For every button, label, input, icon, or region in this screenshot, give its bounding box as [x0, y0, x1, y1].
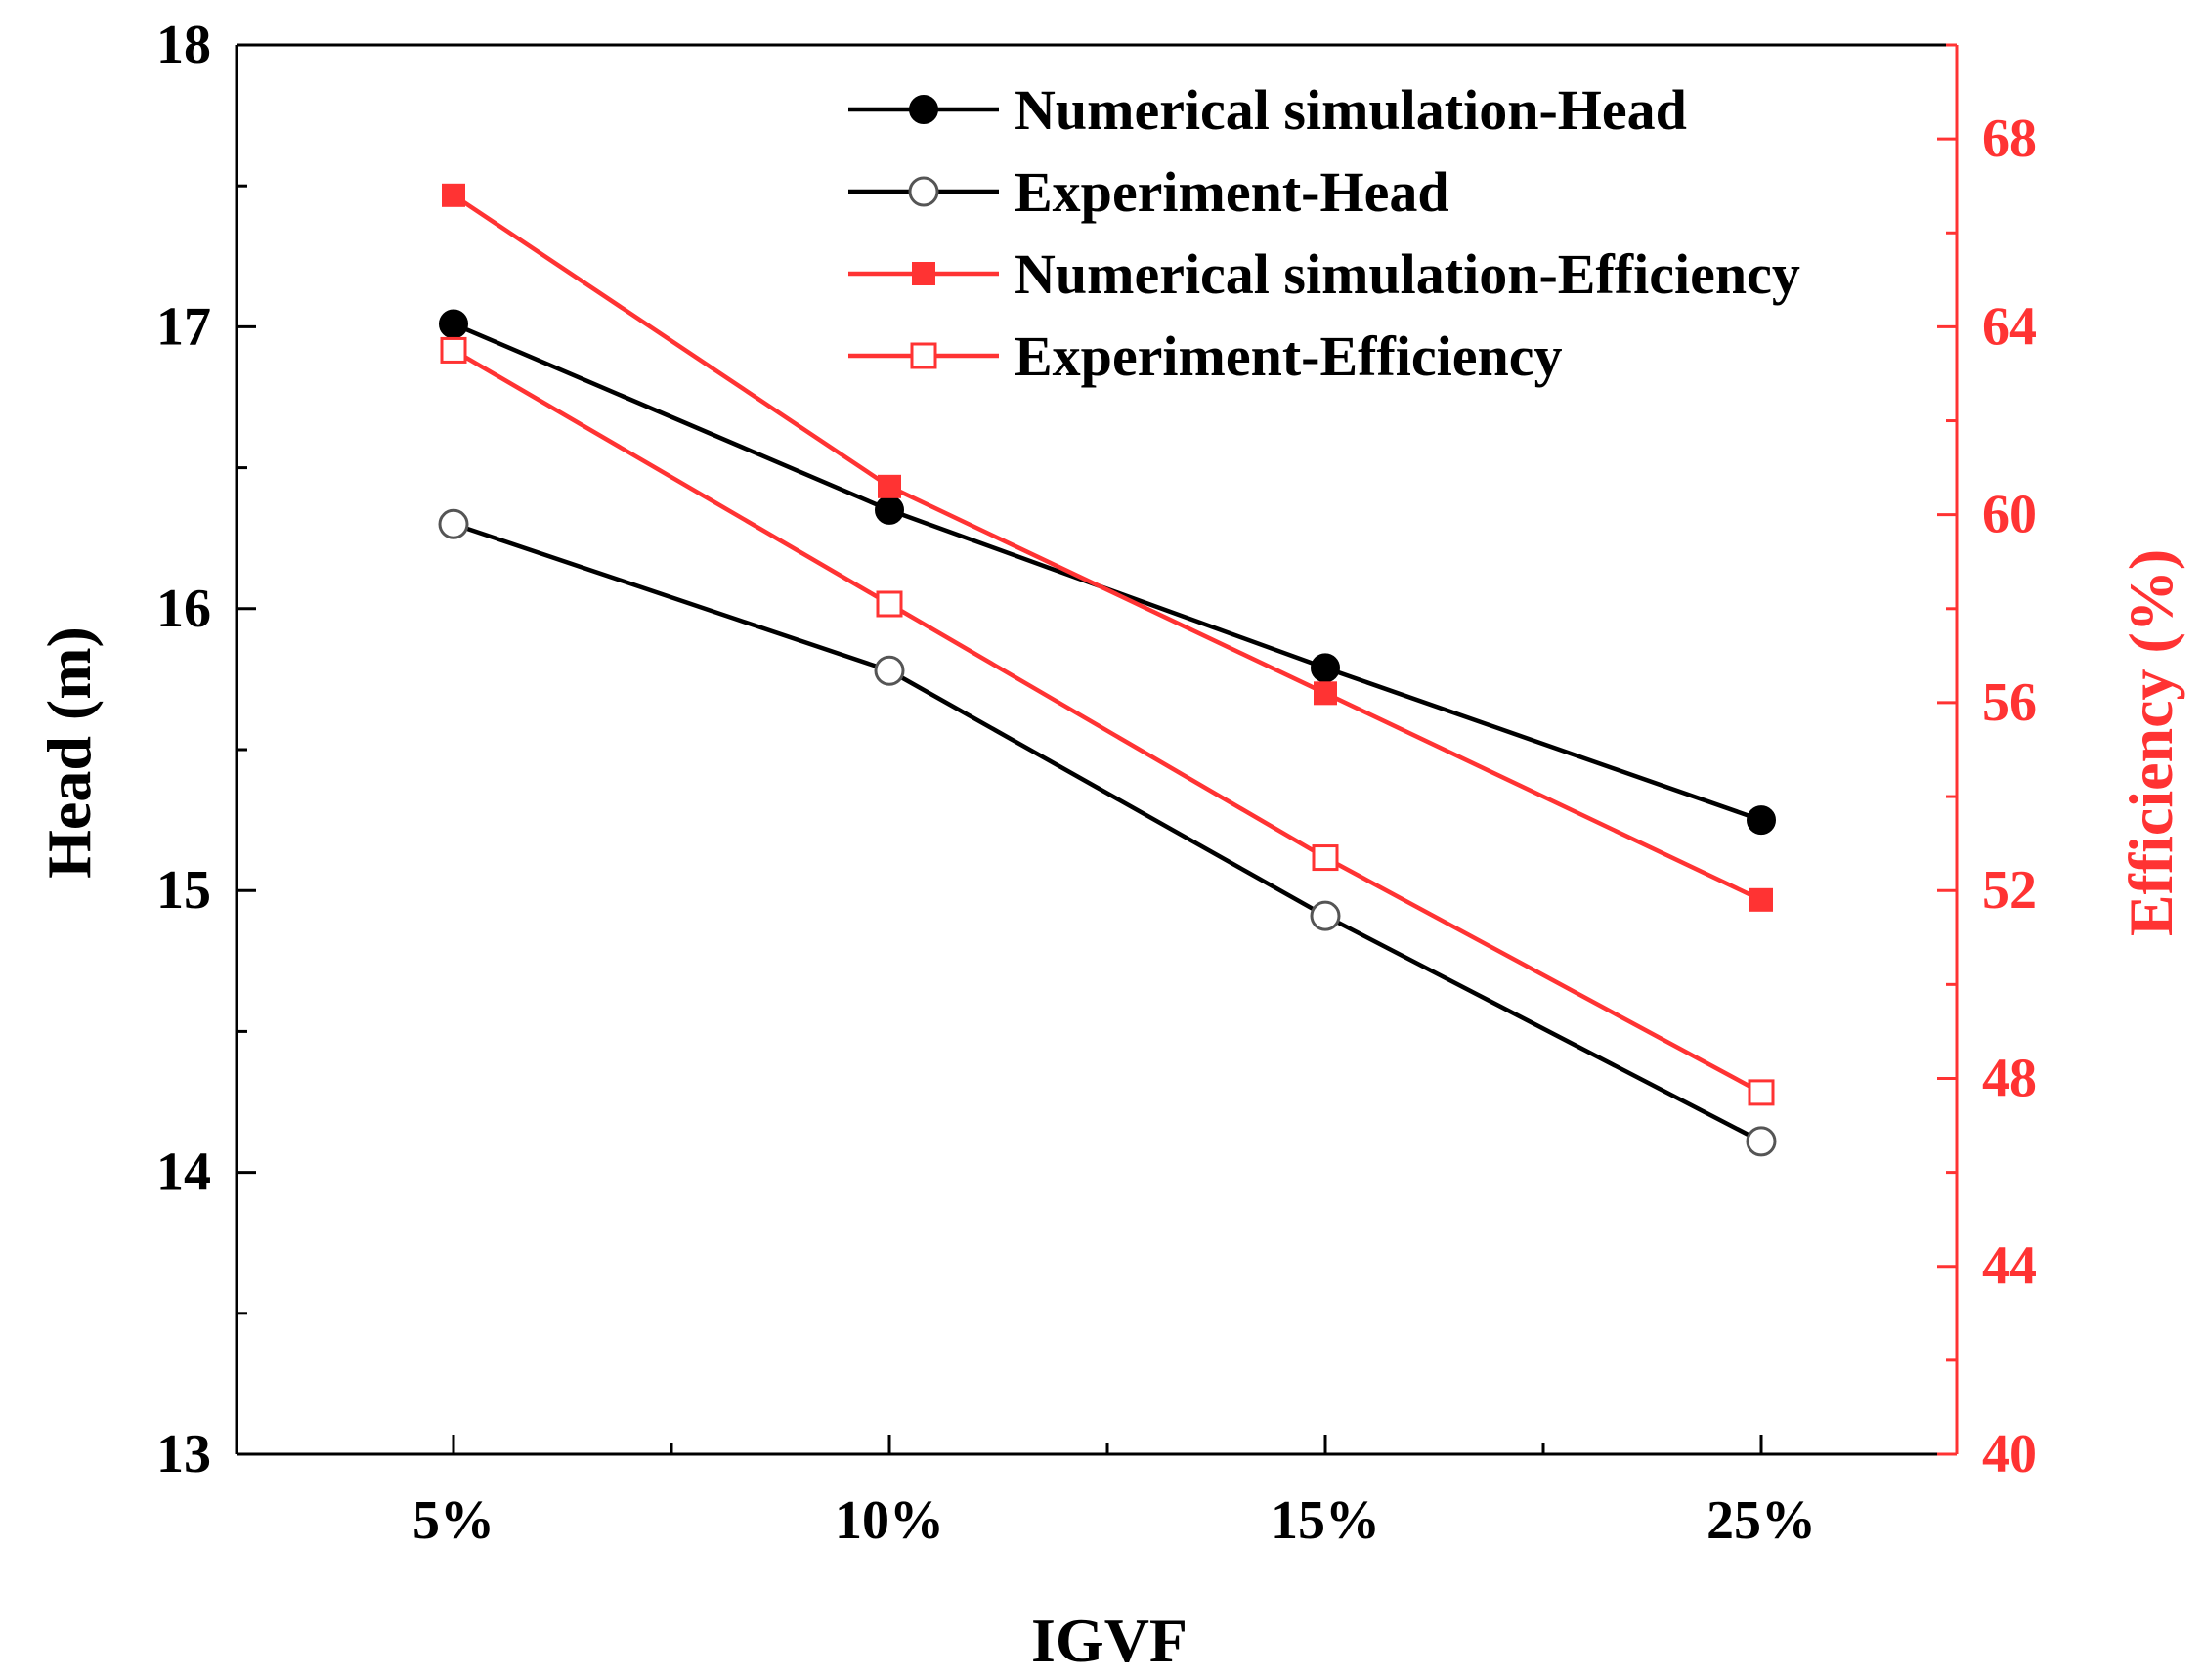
data-point — [442, 183, 465, 207]
series-line — [452, 193, 1762, 902]
x-tick-label: 15% — [1271, 1490, 1380, 1551]
legend: Numerical simulation-Head Experiment-Head… — [848, 78, 1800, 388]
right-axis-ticks: 40 44 48 52 56 60 64 68 — [1937, 43, 2037, 1485]
legend-label: Numerical simulation-Head — [1015, 78, 1687, 142]
x-tick-label: 5% — [412, 1490, 495, 1551]
legend-label: Experiment-Head — [1015, 160, 1449, 224]
legend-marker — [909, 95, 938, 124]
series-line — [453, 322, 1762, 823]
legend-entry: Numerical simulation-Efficiency — [848, 242, 1800, 306]
right-tick-label: 68 — [1982, 108, 2037, 169]
right-tick-label: 64 — [1982, 296, 2037, 357]
data-point — [1749, 887, 1773, 912]
series-1 — [438, 508, 1777, 1157]
series-3 — [440, 336, 1775, 1106]
legend-label: Numerical simulation-Efficiency — [1015, 242, 1800, 306]
data-point — [876, 590, 903, 618]
legend-entry: Experiment-Head — [848, 160, 1449, 224]
x-tick-label: 25% — [1706, 1490, 1816, 1551]
data-point — [1312, 844, 1339, 872]
legend-entry: Numerical simulation-Head — [848, 78, 1687, 142]
y2-axis-title: Efficiency (%) — [2116, 549, 2185, 936]
legend-entry: Experiment-Efficiency — [848, 324, 1563, 388]
right-tick-label: 40 — [1982, 1424, 2037, 1485]
left-tick-label: 13 — [156, 1424, 211, 1485]
series-line — [453, 522, 1763, 1143]
left-tick-label: 16 — [156, 579, 211, 639]
series-line — [452, 348, 1763, 1095]
y-axis-title: Head (m) — [34, 626, 104, 879]
data-point — [875, 495, 904, 525]
right-tick-label: 60 — [1982, 485, 2037, 545]
left-axis-ticks: 13 14 15 16 17 18 — [156, 15, 256, 1485]
legend-marker — [912, 262, 935, 285]
data-point — [1748, 1079, 1775, 1106]
data-point — [1746, 1126, 1777, 1157]
series-2 — [442, 183, 1773, 912]
legend-marker — [908, 176, 939, 207]
right-tick-label: 56 — [1982, 672, 2037, 733]
right-tick-label: 48 — [1982, 1048, 2037, 1108]
data-point — [438, 508, 469, 539]
data-point — [440, 336, 467, 364]
right-tick-label: 52 — [1982, 860, 2037, 921]
right-tick-label: 44 — [1982, 1236, 2037, 1297]
series-0 — [439, 309, 1776, 836]
data-point — [874, 655, 905, 686]
legend-marker — [910, 342, 937, 369]
left-tick-label: 18 — [156, 15, 211, 75]
data-point — [1747, 805, 1776, 836]
data-point — [439, 309, 468, 339]
series-layer — [438, 183, 1777, 1157]
left-tick-label: 17 — [156, 296, 211, 357]
legend-label: Experiment-Efficiency — [1015, 324, 1563, 388]
data-point — [878, 474, 901, 498]
left-tick-label: 15 — [156, 860, 211, 921]
left-tick-label: 14 — [156, 1142, 211, 1203]
data-point — [1314, 681, 1337, 706]
data-point — [1310, 900, 1341, 931]
x-axis-ticks: 5% 10% 15% 25% — [412, 1435, 1816, 1551]
x-tick-label: 10% — [835, 1490, 944, 1551]
data-point — [1311, 653, 1340, 683]
x-axis-title: IGVF — [1031, 1606, 1188, 1675]
